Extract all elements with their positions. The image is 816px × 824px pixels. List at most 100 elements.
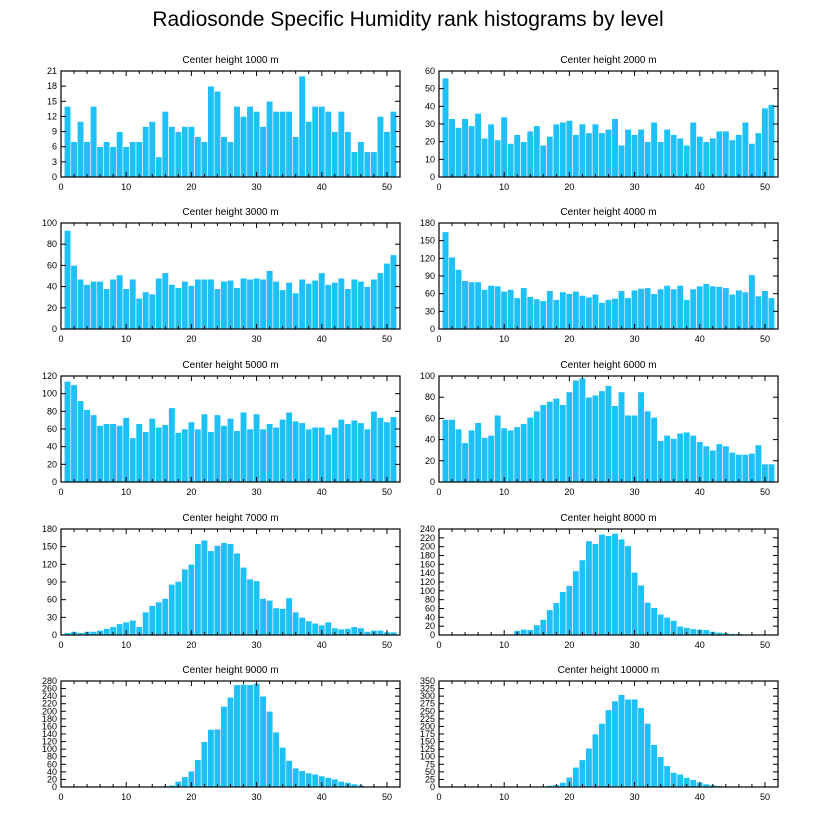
bar <box>285 282 293 330</box>
x-tick-label: 40 <box>695 640 705 650</box>
bar <box>116 425 124 483</box>
bar <box>389 111 398 178</box>
bar <box>363 151 371 178</box>
bar <box>324 777 332 788</box>
y-tick-label: 30 <box>425 119 435 129</box>
y-tick-label: 200 <box>420 721 435 731</box>
bar <box>598 390 606 483</box>
bar <box>324 111 332 178</box>
bar <box>337 111 345 178</box>
bar <box>663 129 671 178</box>
bar <box>598 302 606 330</box>
y-tick-label: 3 <box>52 157 57 167</box>
y-tick-label: 140 <box>42 729 57 739</box>
bar <box>748 143 756 178</box>
y-tick-label: 20 <box>47 774 57 784</box>
bar <box>239 411 248 483</box>
y-tick-label: 100 <box>42 389 57 399</box>
x-tick-label: 10 <box>499 640 509 650</box>
bar <box>631 698 639 788</box>
bar <box>513 426 521 483</box>
bar <box>226 279 235 330</box>
bar <box>207 729 215 788</box>
bar <box>331 131 339 178</box>
bar <box>285 597 293 636</box>
x-tick-label: 10 <box>499 792 509 802</box>
panel-10: Center height 10000 m0 10 20 30 40 5002550751… <box>420 665 779 802</box>
bar <box>487 435 495 483</box>
bar <box>266 423 274 483</box>
bar <box>591 543 600 636</box>
bar <box>389 416 398 483</box>
bar <box>103 423 111 483</box>
y-tick-label: 60 <box>425 604 435 614</box>
y-tick-label: 240 <box>42 691 57 701</box>
bar <box>174 432 182 483</box>
panel-title: Center height 2000 m <box>560 55 656 66</box>
x-tick-label: 10 <box>121 487 131 497</box>
bar <box>748 274 756 330</box>
bar <box>657 288 665 330</box>
bar <box>754 295 762 330</box>
bar <box>337 418 345 483</box>
bar <box>337 628 345 636</box>
y-tick-label: 80 <box>425 392 435 402</box>
y-tick-label: 0 <box>430 477 435 487</box>
bar <box>135 297 143 330</box>
y-tick-label: 30 <box>425 306 435 316</box>
bar <box>624 698 632 788</box>
x-tick-label: 50 <box>760 182 770 192</box>
panel-title: Center height 6000 m <box>560 360 656 371</box>
bar <box>441 419 450 483</box>
bar <box>70 265 78 330</box>
bar <box>194 136 202 178</box>
bar <box>683 299 691 330</box>
bar <box>337 781 345 788</box>
bar <box>337 277 345 330</box>
bar <box>266 100 274 178</box>
bar <box>494 414 502 483</box>
bar <box>578 759 586 788</box>
bar <box>709 137 717 178</box>
y-tick-label: 0 <box>430 630 435 640</box>
bar <box>116 131 124 178</box>
bar <box>174 581 182 636</box>
x-tick-label: 20 <box>564 334 574 344</box>
bar <box>683 431 691 483</box>
x-tick-label: 50 <box>382 334 392 344</box>
bar <box>500 427 508 483</box>
bar <box>129 619 137 636</box>
y-tick-label: 150 <box>420 236 435 246</box>
bar <box>533 125 541 178</box>
bar <box>272 426 280 483</box>
x-tick-label: 40 <box>317 182 327 192</box>
bar <box>572 291 580 330</box>
bar <box>559 404 567 483</box>
bar <box>650 121 658 178</box>
x-tick-label: 50 <box>760 792 770 802</box>
panel-title: Center height 8000 m <box>560 513 656 524</box>
y-tick-label: 200 <box>42 706 57 716</box>
bar <box>565 391 573 483</box>
bar <box>702 629 710 636</box>
bar <box>233 287 241 330</box>
bar <box>383 262 391 330</box>
bar <box>181 126 189 178</box>
bar <box>266 710 274 788</box>
bar <box>611 533 619 636</box>
bar <box>461 442 469 483</box>
bar <box>722 130 730 178</box>
bar <box>702 141 710 178</box>
x-tick-label: 0 <box>436 487 441 497</box>
y-tick-label: 80 <box>425 595 435 605</box>
bar <box>637 584 645 636</box>
x-tick-label: 20 <box>186 182 196 192</box>
bar <box>63 106 72 178</box>
bar <box>103 628 111 636</box>
y-tick-label: 100 <box>420 371 435 381</box>
y-tick-label: 0 <box>52 782 57 792</box>
x-tick-label: 40 <box>317 487 327 497</box>
bar <box>585 132 593 178</box>
bar <box>311 622 319 636</box>
bar <box>748 453 756 483</box>
